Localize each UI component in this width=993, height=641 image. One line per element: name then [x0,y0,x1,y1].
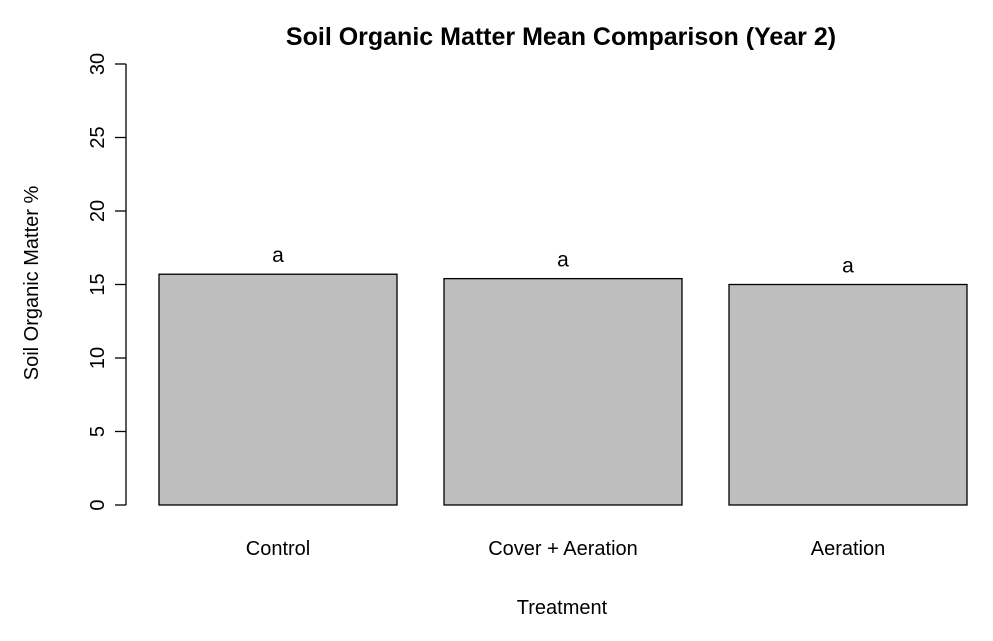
y-tick-label: 30 [87,53,109,75]
y-tick-label: 0 [87,499,109,510]
bar-significance-label: a [842,255,854,278]
category-labels: Control Cover + Aeration Aeration [246,538,885,560]
y-axis-ticks: 0 5 10 15 20 25 30 [87,53,126,511]
y-tick-label: 20 [87,200,109,222]
y-tick-label: 10 [87,347,109,369]
chart-title: Soil Organic Matter Mean Comparison (Yea… [286,23,836,51]
bar-significance-label: a [557,249,569,272]
bars [158,273,968,506]
x-category-label: Control [246,538,310,560]
bar-significance-label: a [272,244,284,267]
y-tick-label: 15 [87,273,109,295]
bar-cover-aeration [443,277,683,506]
x-category-label: Cover + Aeration [488,538,638,560]
x-axis-label: Treatment [517,597,608,619]
y-axis-label: Soil Organic Matter % [21,186,43,381]
y-tick-label: 5 [87,426,109,437]
bar-control [158,273,398,506]
x-category-label: Aeration [811,538,886,560]
y-tick-label: 25 [87,126,109,148]
bar-aeration [728,283,968,506]
